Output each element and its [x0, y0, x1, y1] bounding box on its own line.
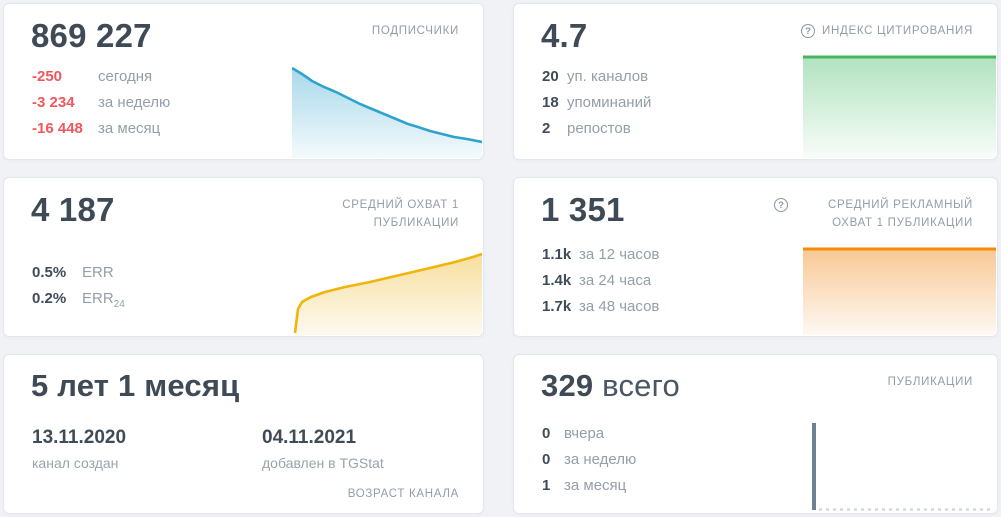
publications-suffix: всего [602, 368, 680, 403]
card-publications: 329 всего ПУБЛИКАЦИИ 0 вчера 0 за неделю… [513, 354, 998, 514]
stat-value: 0 [542, 425, 551, 442]
date-label: канал создан [32, 455, 119, 471]
stat-label: уп. каналов [567, 68, 649, 85]
stat-label: вчера [564, 425, 605, 442]
stat-value: -3 234 [32, 94, 75, 111]
stat-value: 1.1k [542, 246, 572, 263]
stat-row-reposts: 2 репостов [542, 120, 651, 137]
citation-index-card-title: ИНДЕКС ЦИТИРОВАНИЯ [822, 25, 973, 37]
date-created: 13.11.2020 канал создан [32, 427, 262, 471]
citation-index-area-fill [803, 57, 996, 158]
stat-row-channels: 20 уп. каналов [542, 68, 651, 85]
ad-reach-value: 1 351 [541, 191, 625, 228]
subscribers-header: ПОДПИСЧИКИ [372, 23, 459, 41]
ad-reach-area-fill [803, 249, 996, 335]
subscribers-sparkline-chart [292, 66, 482, 158]
stat-row-month: 1 за месяц [542, 477, 636, 494]
publications-bar-chart [812, 423, 991, 511]
channel-age-dates: 13.11.2020 канал создан 04.11.2021 добав… [32, 427, 483, 471]
stat-label: ERR [82, 264, 114, 281]
stat-label: за 12 часов [579, 246, 660, 263]
ad-reach-card-title: СРЕДНИЙ РЕКЛАМНЫЙ ОХВАТ 1 ПУБЛИКАЦИИ [828, 199, 973, 229]
stat-label: за 48 часов [579, 298, 660, 315]
channel-age-value: 5 лет 1 месяц [31, 368, 240, 403]
publications-count: 329 [541, 368, 594, 403]
publications-stats: 0 вчера 0 за неделю 1 за месяц [542, 425, 636, 503]
avg-reach-value: 4 187 [31, 191, 115, 228]
publications-header: ПУБЛИКАЦИИ [888, 374, 973, 392]
err24-subscript: 24 [113, 299, 125, 310]
card-avg-reach: 4 187 СРЕДНИЙ ОХВАТ 1 ПУБЛИКАЦИИ 0.5% ER… [3, 177, 484, 337]
stat-value: 2 [542, 120, 551, 137]
date-added-tgstat: 04.11.2021 добавлен в TGStat [262, 427, 483, 471]
stat-value: -250 [32, 68, 63, 85]
avg-reach-header: СРЕДНИЙ ОХВАТ 1 ПУБЛИКАЦИИ [309, 197, 459, 233]
stat-label: за месяц [98, 120, 161, 137]
ad-reach-sparkline-chart [803, 247, 996, 335]
date-value: 13.11.2020 [32, 427, 127, 448]
avg-reach-card-title: СРЕДНИЙ ОХВАТ 1 ПУБЛИКАЦИИ [342, 199, 459, 229]
help-icon[interactable]: ? [774, 198, 788, 212]
channel-age-card-title: ВОЗРАСТ КАНАЛА [347, 488, 459, 500]
help-icon[interactable]: ? [801, 24, 816, 38]
avg-reach-sparkline-chart [293, 252, 482, 335]
subscribers-trend-line [292, 66, 482, 144]
stat-row-week: -3 234 за неделю [32, 94, 170, 111]
stat-row-month: -16 448 за месяц [32, 120, 170, 137]
publications-total: 329 всего [541, 368, 680, 404]
ad-reach-header: ? СРЕДНИЙ РЕКЛАМНЫЙ ОХВАТ 1 ПУБЛИКАЦИИ [774, 197, 973, 233]
stat-value: 0 [542, 451, 551, 468]
stat-value: 1.4k [542, 272, 572, 289]
citation-index-sparkline-chart [803, 55, 996, 158]
stat-value: 20 [542, 68, 559, 85]
subscribers-count: 869 227 [31, 17, 152, 54]
stat-value: 0.5% [32, 264, 67, 281]
stat-value: -16 448 [32, 120, 83, 137]
card-channel-age: 5 лет 1 месяц 13.11.2020 канал создан 04… [3, 354, 484, 514]
stat-label: сегодня [98, 68, 153, 85]
subscribers-stats: -250 сегодня -3 234 за неделю -16 448 за… [32, 68, 170, 146]
publication-bar [812, 423, 816, 510]
stat-value: 0.2% [32, 290, 67, 307]
stat-label: репостов [567, 120, 631, 137]
avg-reach-stats: 0.5% ERR 0.2% ERR24 [32, 264, 125, 322]
date-value: 04.11.2021 [262, 427, 357, 448]
avg-reach-trend-line [293, 252, 482, 334]
stat-label: ERR24 [82, 290, 125, 310]
stat-row-err24: 0.2% ERR24 [32, 290, 125, 313]
subscribers-area-fill [292, 68, 482, 158]
stat-label: упоминаний [567, 94, 652, 111]
citation-index-stats: 20 уп. каналов 18 упоминаний 2 репостов [542, 68, 651, 146]
publications-card-title: ПУБЛИКАЦИИ [887, 376, 973, 388]
citation-index-header: ? ИНДЕКС ЦИТИРОВАНИЯ [801, 23, 973, 41]
subscribers-card-title: ПОДПИСЧИКИ [371, 25, 459, 37]
stat-row-week: 0 за неделю [542, 451, 636, 468]
date-label: добавлен в TGStat [262, 455, 384, 471]
card-ad-reach: 1 351 ? СРЕДНИЙ РЕКЛАМНЫЙ ОХВАТ 1 ПУБЛИК… [513, 177, 998, 337]
stat-row-24h: 1.4k за 24 часа [542, 272, 659, 289]
stat-label: за 24 часа [579, 272, 652, 289]
stat-row-err: 0.5% ERR [32, 264, 125, 281]
stat-row-12h: 1.1k за 12 часов [542, 246, 659, 263]
stat-value: 18 [542, 94, 559, 111]
stat-label: за неделю [98, 94, 171, 111]
avg-reach-area-fill [295, 254, 482, 335]
stat-row-today: -250 сегодня [32, 68, 170, 85]
card-citation-index: 4.7 ? ИНДЕКС ЦИТИРОВАНИЯ 20 уп. каналов … [513, 3, 998, 160]
ad-reach-stats: 1.1k за 12 часов 1.4k за 24 часа 1.7k за… [542, 246, 659, 324]
stat-label: за месяц [564, 477, 627, 494]
stat-row-48h: 1.7k за 48 часов [542, 298, 659, 315]
stat-label: за неделю [564, 451, 637, 468]
stat-row-mentions: 18 упоминаний [542, 94, 651, 111]
stat-value: 1 [542, 477, 551, 494]
citation-index-value: 4.7 [541, 17, 588, 54]
card-subscribers: 869 227 ПОДПИСЧИКИ -250 сегодня -3 234 з… [3, 3, 484, 160]
stat-value: 1.7k [542, 298, 572, 315]
stat-row-yesterday: 0 вчера [542, 425, 636, 442]
